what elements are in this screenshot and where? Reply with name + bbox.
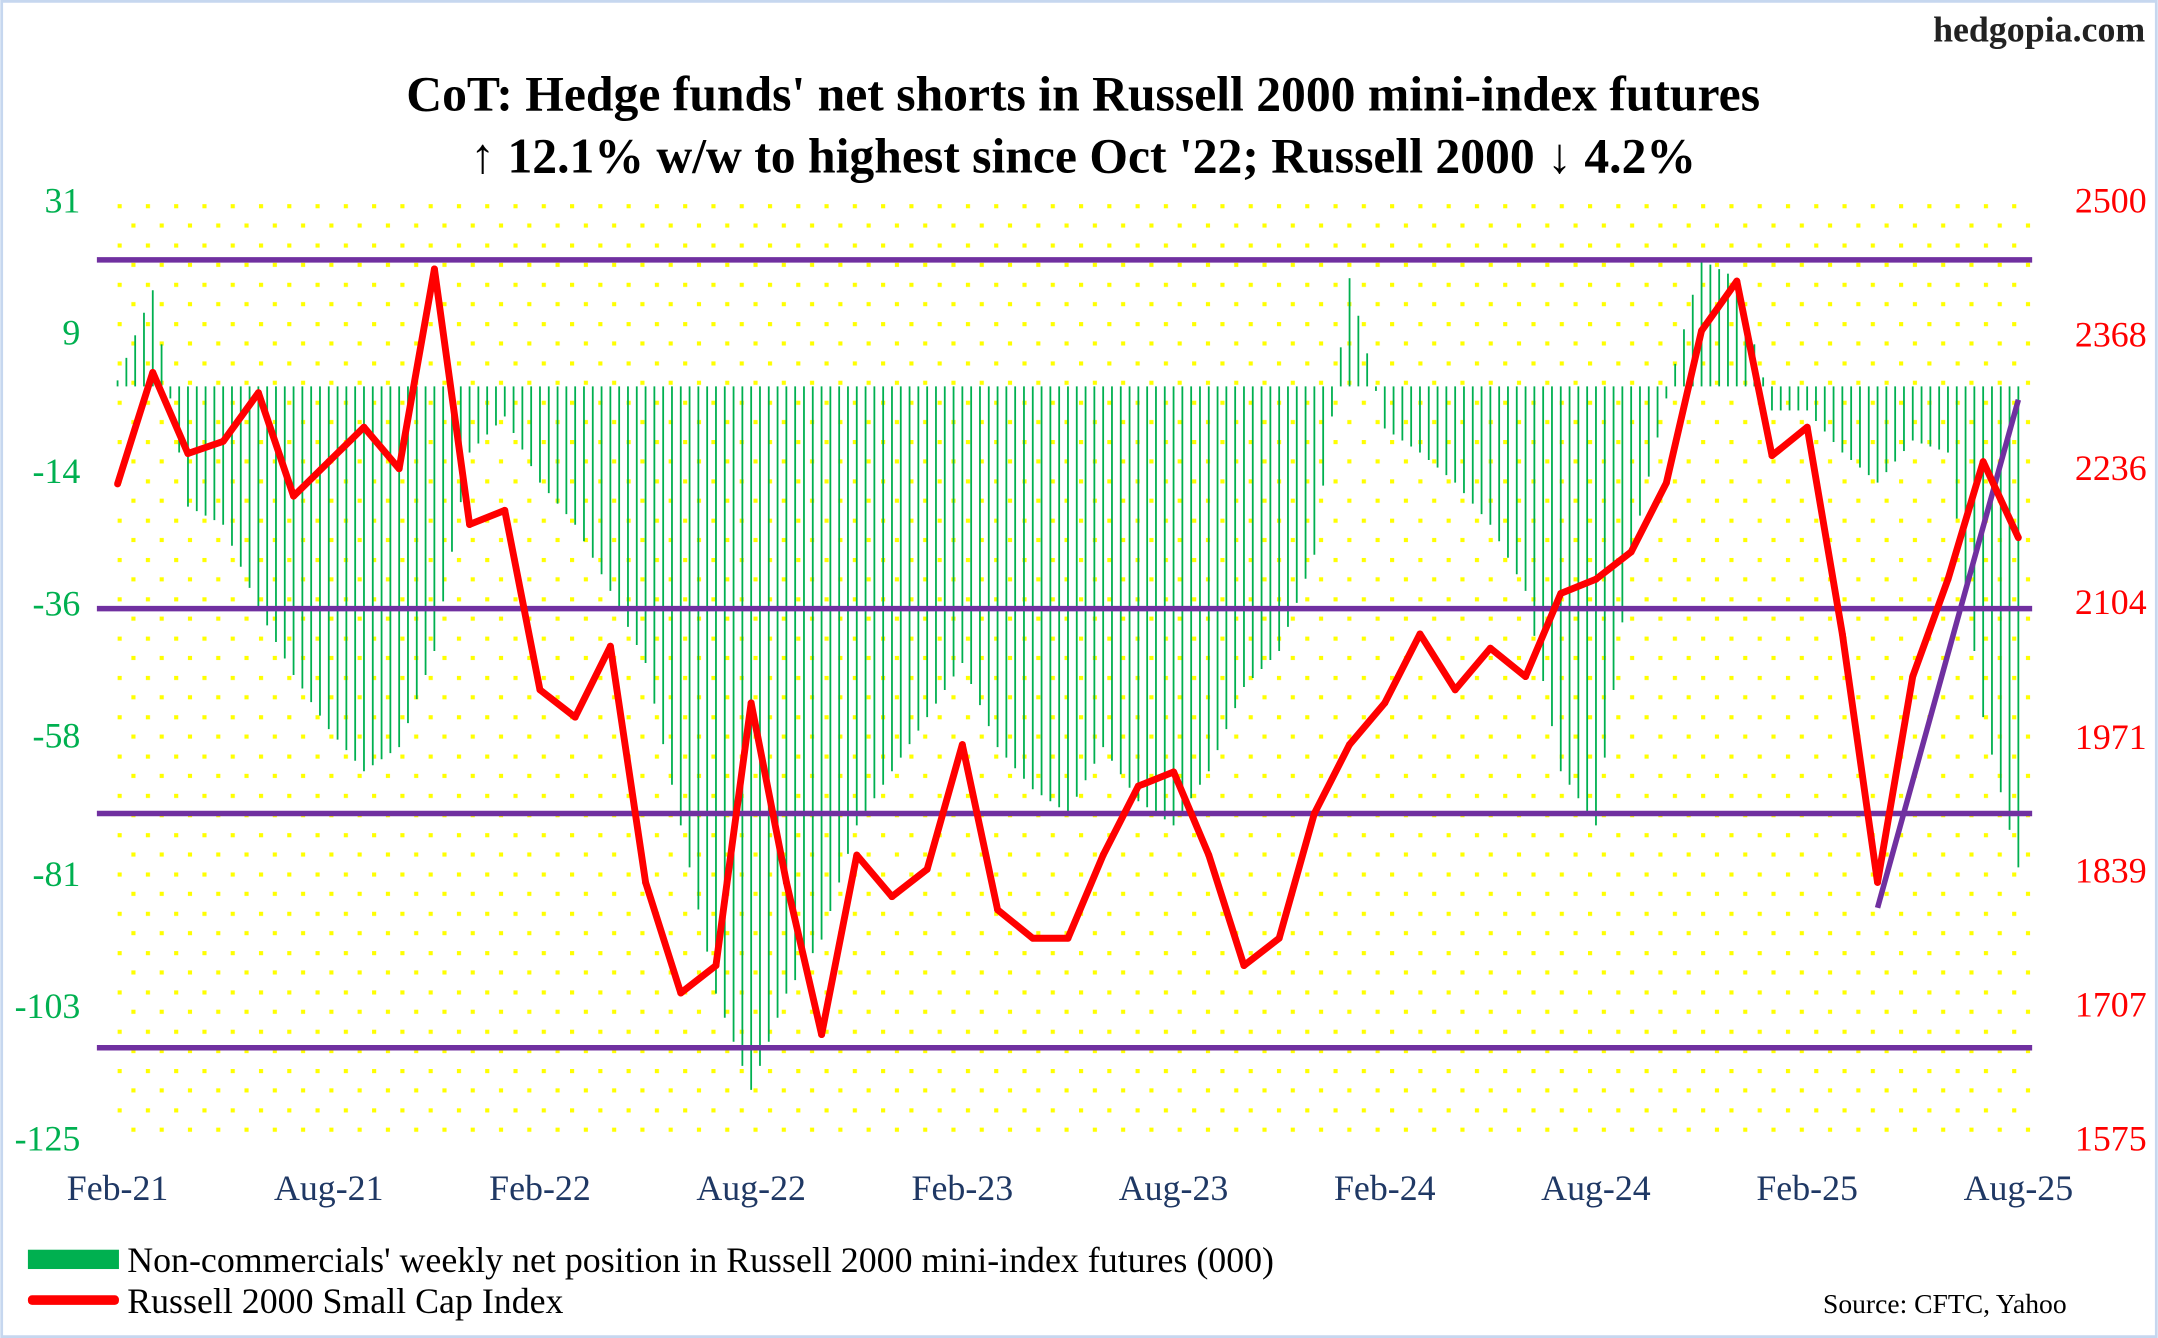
watermark: hedgopia.com [1933,9,2145,49]
russell-2000-point [1205,851,1213,859]
russell-2000-point [360,423,368,431]
legend: Non-commercials' weekly net position in … [27,1240,1274,1321]
russell-2000-point [1240,962,1248,970]
right-axis-tick-label: 2368 [2075,314,2147,354]
russell-2000-point [1874,879,1882,886]
russell-2000-point [1310,810,1318,817]
russell-2000-point [1099,851,1107,859]
russell-2000-point [642,879,650,886]
russell-2000-point [325,458,333,466]
russell-2000-point [1064,934,1072,942]
russell-2000-point [430,265,438,273]
x-axis-tick-label: Aug-25 [1964,1168,2074,1208]
plot-area [117,200,2033,1138]
russell-2000-point [923,865,931,873]
russell-2000-point [1416,630,1424,638]
right-axis-tick-label: 2104 [2075,582,2147,622]
russell-2000-point [1698,327,1706,335]
x-axis-tick-label: Aug-23 [1119,1168,1229,1208]
russell-2000-point [1557,590,1565,597]
x-axis-tick-label: Aug-24 [1541,1168,1651,1208]
russell-2000-point [1733,277,1741,285]
russell-2000-point [1170,768,1178,776]
russell-2000-point [2014,534,2022,542]
right-axis-tick-label: 2500 [2075,180,2147,220]
russell-2000-point [1346,741,1354,748]
russell-2000-point [1909,673,1917,681]
russell-2000-point [853,851,861,859]
russell-2000-point [1627,548,1635,556]
source-note: Source: CFTC, Yahoo [1823,1288,2067,1319]
russell-2000-point [1134,782,1142,790]
russell-2000-point [290,492,298,500]
russell-2000-point [994,906,1002,914]
russell-2000-point [395,465,403,473]
russell-2000-point [184,450,192,457]
right-axis-tick-label: 1707 [2075,985,2147,1025]
right-axis-tick-label: 2236 [2075,448,2147,488]
right-axis-tick-label: 1839 [2075,851,2147,891]
russell-2000-point [1451,686,1459,694]
chart-title: CoT: Hedge funds' net shorts in Russell … [406,66,1760,121]
left-axis-tick-label: -58 [33,716,81,756]
russell-2000-point [888,893,896,901]
russell-2000-point [1979,458,1987,466]
russell-2000-point [606,642,614,650]
left-axis-tick-label: -14 [33,451,81,491]
russell-2000-point [1381,699,1389,707]
russell-2000-point [1486,644,1494,652]
x-axis-tick-label: Feb-24 [1334,1168,1436,1208]
russell-2000-point [958,741,966,748]
russell-2000-point [466,521,474,528]
russell-2000-point [501,506,509,514]
russell-2000-point [1592,575,1600,583]
russell-2000-point [254,389,262,397]
right-axis-tick-label: 1575 [2075,1118,2147,1158]
russell-2000-point [1768,452,1776,459]
x-axis-tick-label: Feb-25 [1756,1168,1858,1208]
russell-2000-point [1522,673,1530,681]
russell-2000-point [712,962,720,970]
russell-2000-point [536,686,544,694]
x-axis-tick-label: Feb-23 [912,1168,1014,1208]
russell-2000-point [818,1031,826,1039]
legend-swatch-net-position [27,1249,119,1270]
legend-label-net-position: Non-commercials' weekly net position in … [127,1240,1274,1280]
russell-2000-point [1662,479,1670,487]
left-axis-tick-label: -36 [33,583,81,623]
russell-2000-point [747,699,755,707]
left-axis-tick-label: -81 [33,854,81,894]
russell-2000-point [149,368,157,376]
legend-label-russell: Russell 2000 Small Cap Index [127,1281,563,1321]
left-axis-tick-label: 31 [44,180,80,220]
left-axis-tick-label: -103 [15,986,81,1026]
right-axis-tick-label: 1971 [2075,717,2147,757]
russell-2000-point [1944,575,1952,583]
x-axis-tick-label: Aug-21 [274,1168,384,1208]
legend-swatch-russell [27,1295,119,1305]
russell-2000-point [571,713,579,721]
russell-2000-point [114,480,122,488]
russell-2000-point [1838,630,1846,638]
left-axis-tick-label: 9 [62,313,80,353]
x-axis-tick-label: Feb-22 [489,1168,591,1208]
russell-2000-point [1803,423,1811,431]
x-axis-tick-label: Aug-22 [696,1168,806,1208]
chart-subtitle: ↑ 12.1% w/w to highest since Oct '22; Ru… [470,128,1696,183]
left-axis-tick-label: -125 [15,1118,81,1158]
x-axis-tick-label: Feb-21 [67,1168,169,1208]
russell-2000-point [219,437,227,445]
russell-2000-point [1029,934,1037,942]
russell-2000-point [782,879,790,886]
russell-2000-point [677,989,685,997]
russell-2000-point [1275,934,1283,942]
